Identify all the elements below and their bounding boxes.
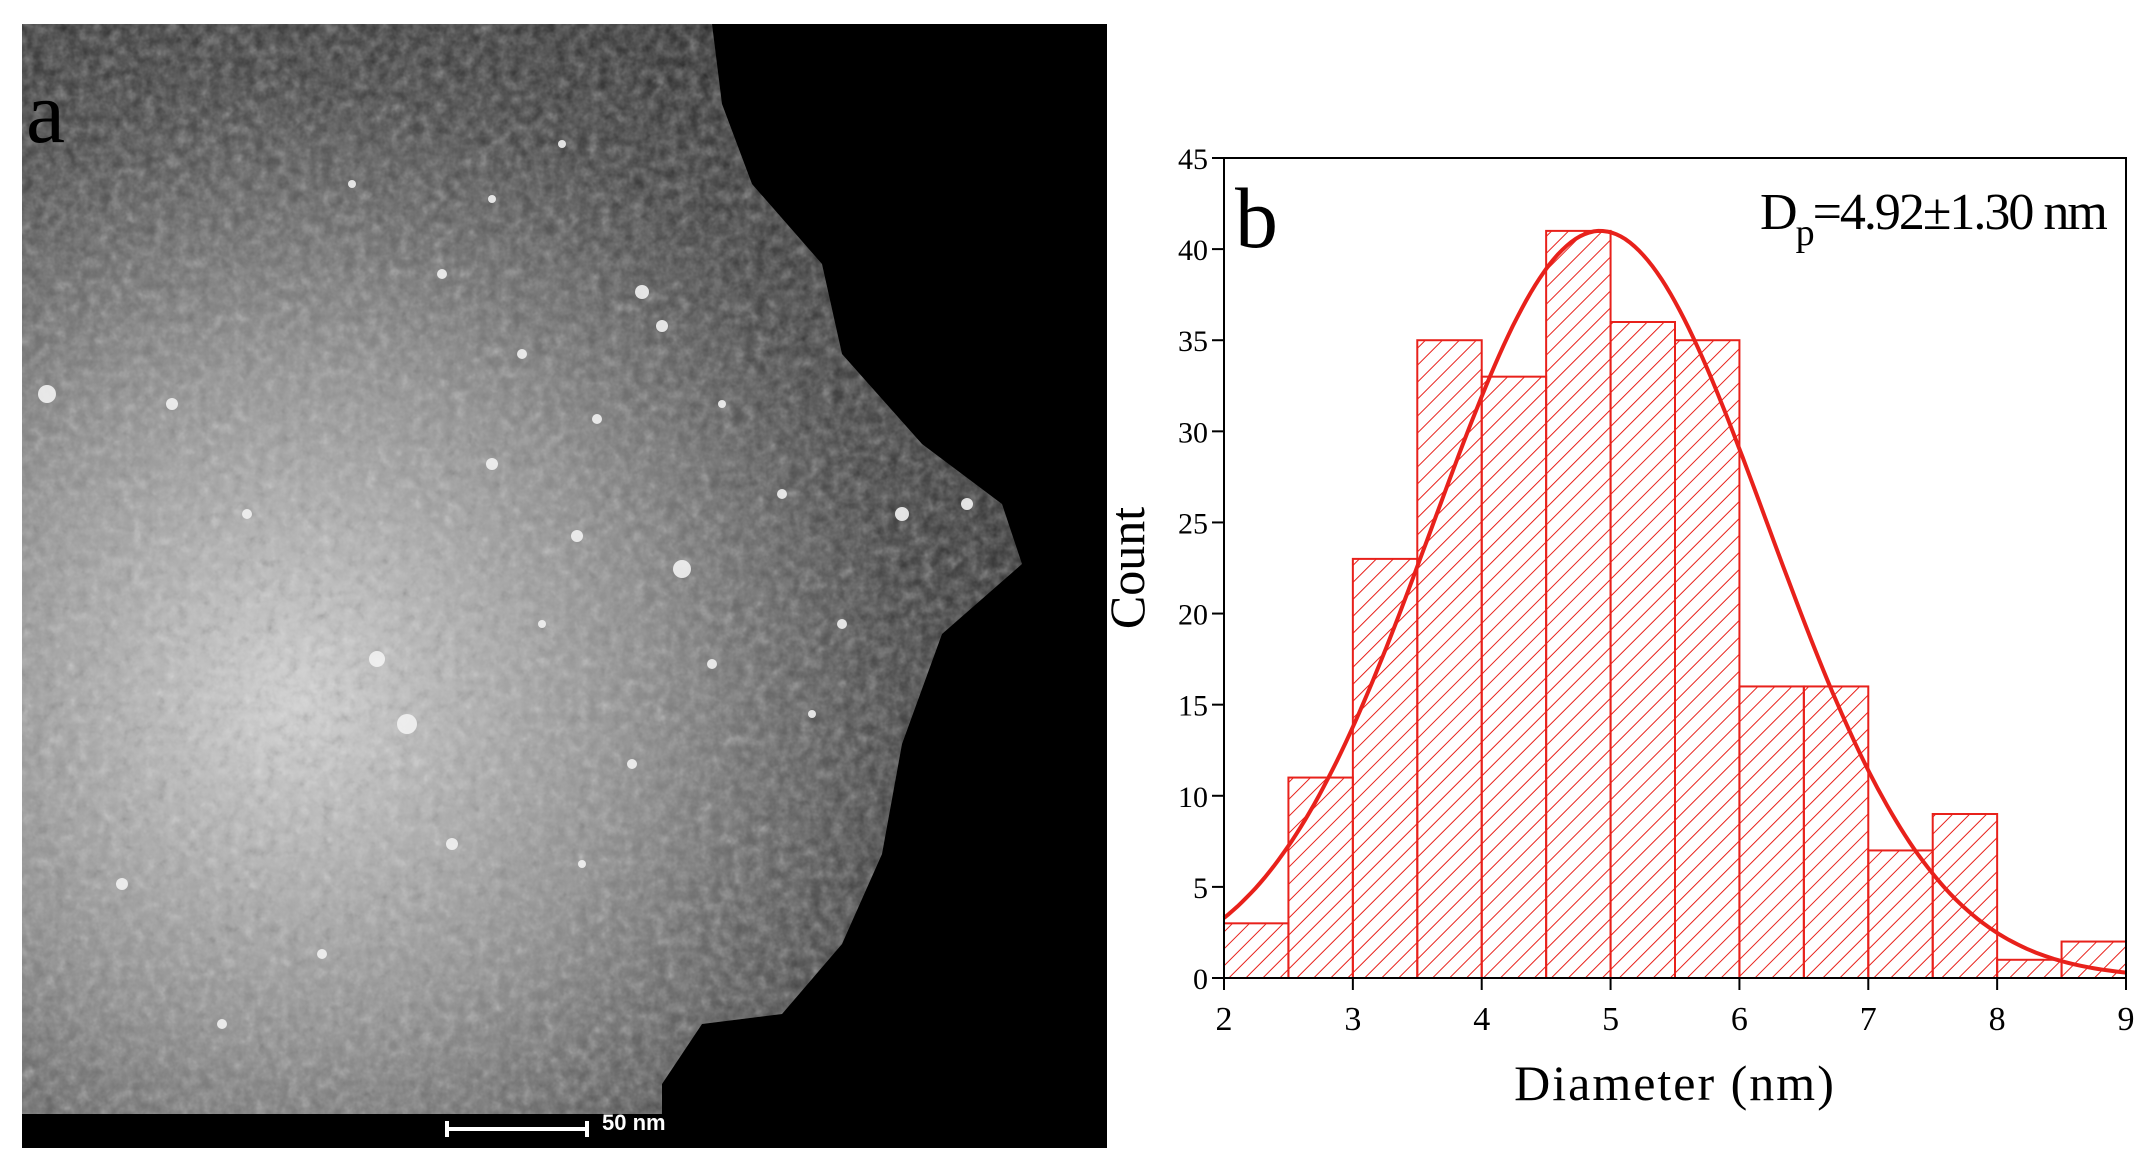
y-tick-label: 20	[1178, 599, 1208, 632]
y-tick-label: 25	[1178, 507, 1208, 540]
histogram-bar	[1480, 375, 1548, 979]
panel-label-a: a	[26, 65, 66, 162]
panel-label-b: b	[1235, 170, 1278, 266]
y-tick-label: 40	[1178, 234, 1208, 267]
histogram-bar	[1996, 958, 2063, 979]
tem-image-panel	[22, 24, 1107, 1148]
x-axis: 2 3 4 5 6 7 8 9	[1216, 978, 2135, 1038]
annotation-value: =4.92±1.30 nm	[1812, 184, 2108, 241]
plot-frame	[1223, 157, 2127, 979]
annotation-main: D	[1760, 184, 1798, 241]
scale-bar-label: 50 nm	[602, 1110, 666, 1135]
y-tick-label: 0	[1193, 963, 1208, 996]
x-tick-label: 4	[1473, 1001, 1490, 1038]
histogram-bar	[1416, 339, 1483, 979]
histogram-bar	[1931, 813, 1999, 979]
nanoparticle-dots	[38, 140, 973, 1029]
histogram-bar	[1867, 849, 1934, 980]
annotation-subscript: p	[1795, 212, 1815, 254]
y-axis-label: Count	[1110, 507, 1155, 629]
y-tick-label: 10	[1178, 781, 1208, 814]
histogram-bar	[1287, 776, 1354, 979]
histogram-bar	[1738, 685, 1805, 979]
x-tick-label: 2	[1216, 1001, 1233, 1038]
x-tick-label: 8	[1989, 1001, 2006, 1038]
histogram-bar	[1351, 557, 1419, 980]
x-tick-label: 3	[1344, 1001, 1361, 1038]
x-tick-label: 6	[1731, 1001, 1748, 1038]
histogram-bar	[1609, 321, 1676, 979]
tem-micrograph	[22, 24, 1107, 1148]
histogram-bar	[1802, 685, 1870, 979]
gaussian-fit-curve	[1222, 228, 2127, 975]
histogram-bars	[1223, 229, 2128, 980]
x-axis-label: Diameter (nm)	[1514, 1055, 1836, 1111]
histogram-bar	[1674, 339, 1741, 979]
y-tick-label: 15	[1178, 690, 1208, 723]
y-tick-label: 30	[1178, 416, 1208, 449]
x-tick-label: 5	[1602, 1001, 1619, 1038]
y-tick-label: 45	[1178, 143, 1208, 176]
histogram-bar	[1223, 922, 1290, 979]
diameter-annotation: Dp=4.92±1.30 nm	[1760, 183, 2108, 255]
y-axis: 0 5 10 15 20 25 30 35 40 45	[1178, 143, 1224, 996]
y-tick-label: 35	[1178, 325, 1208, 358]
histogram-bar	[1545, 229, 1612, 979]
y-tick-label: 5	[1193, 872, 1208, 905]
x-tick-label: 7	[1860, 1001, 1877, 1038]
x-tick-label: 9	[2118, 1001, 2135, 1038]
